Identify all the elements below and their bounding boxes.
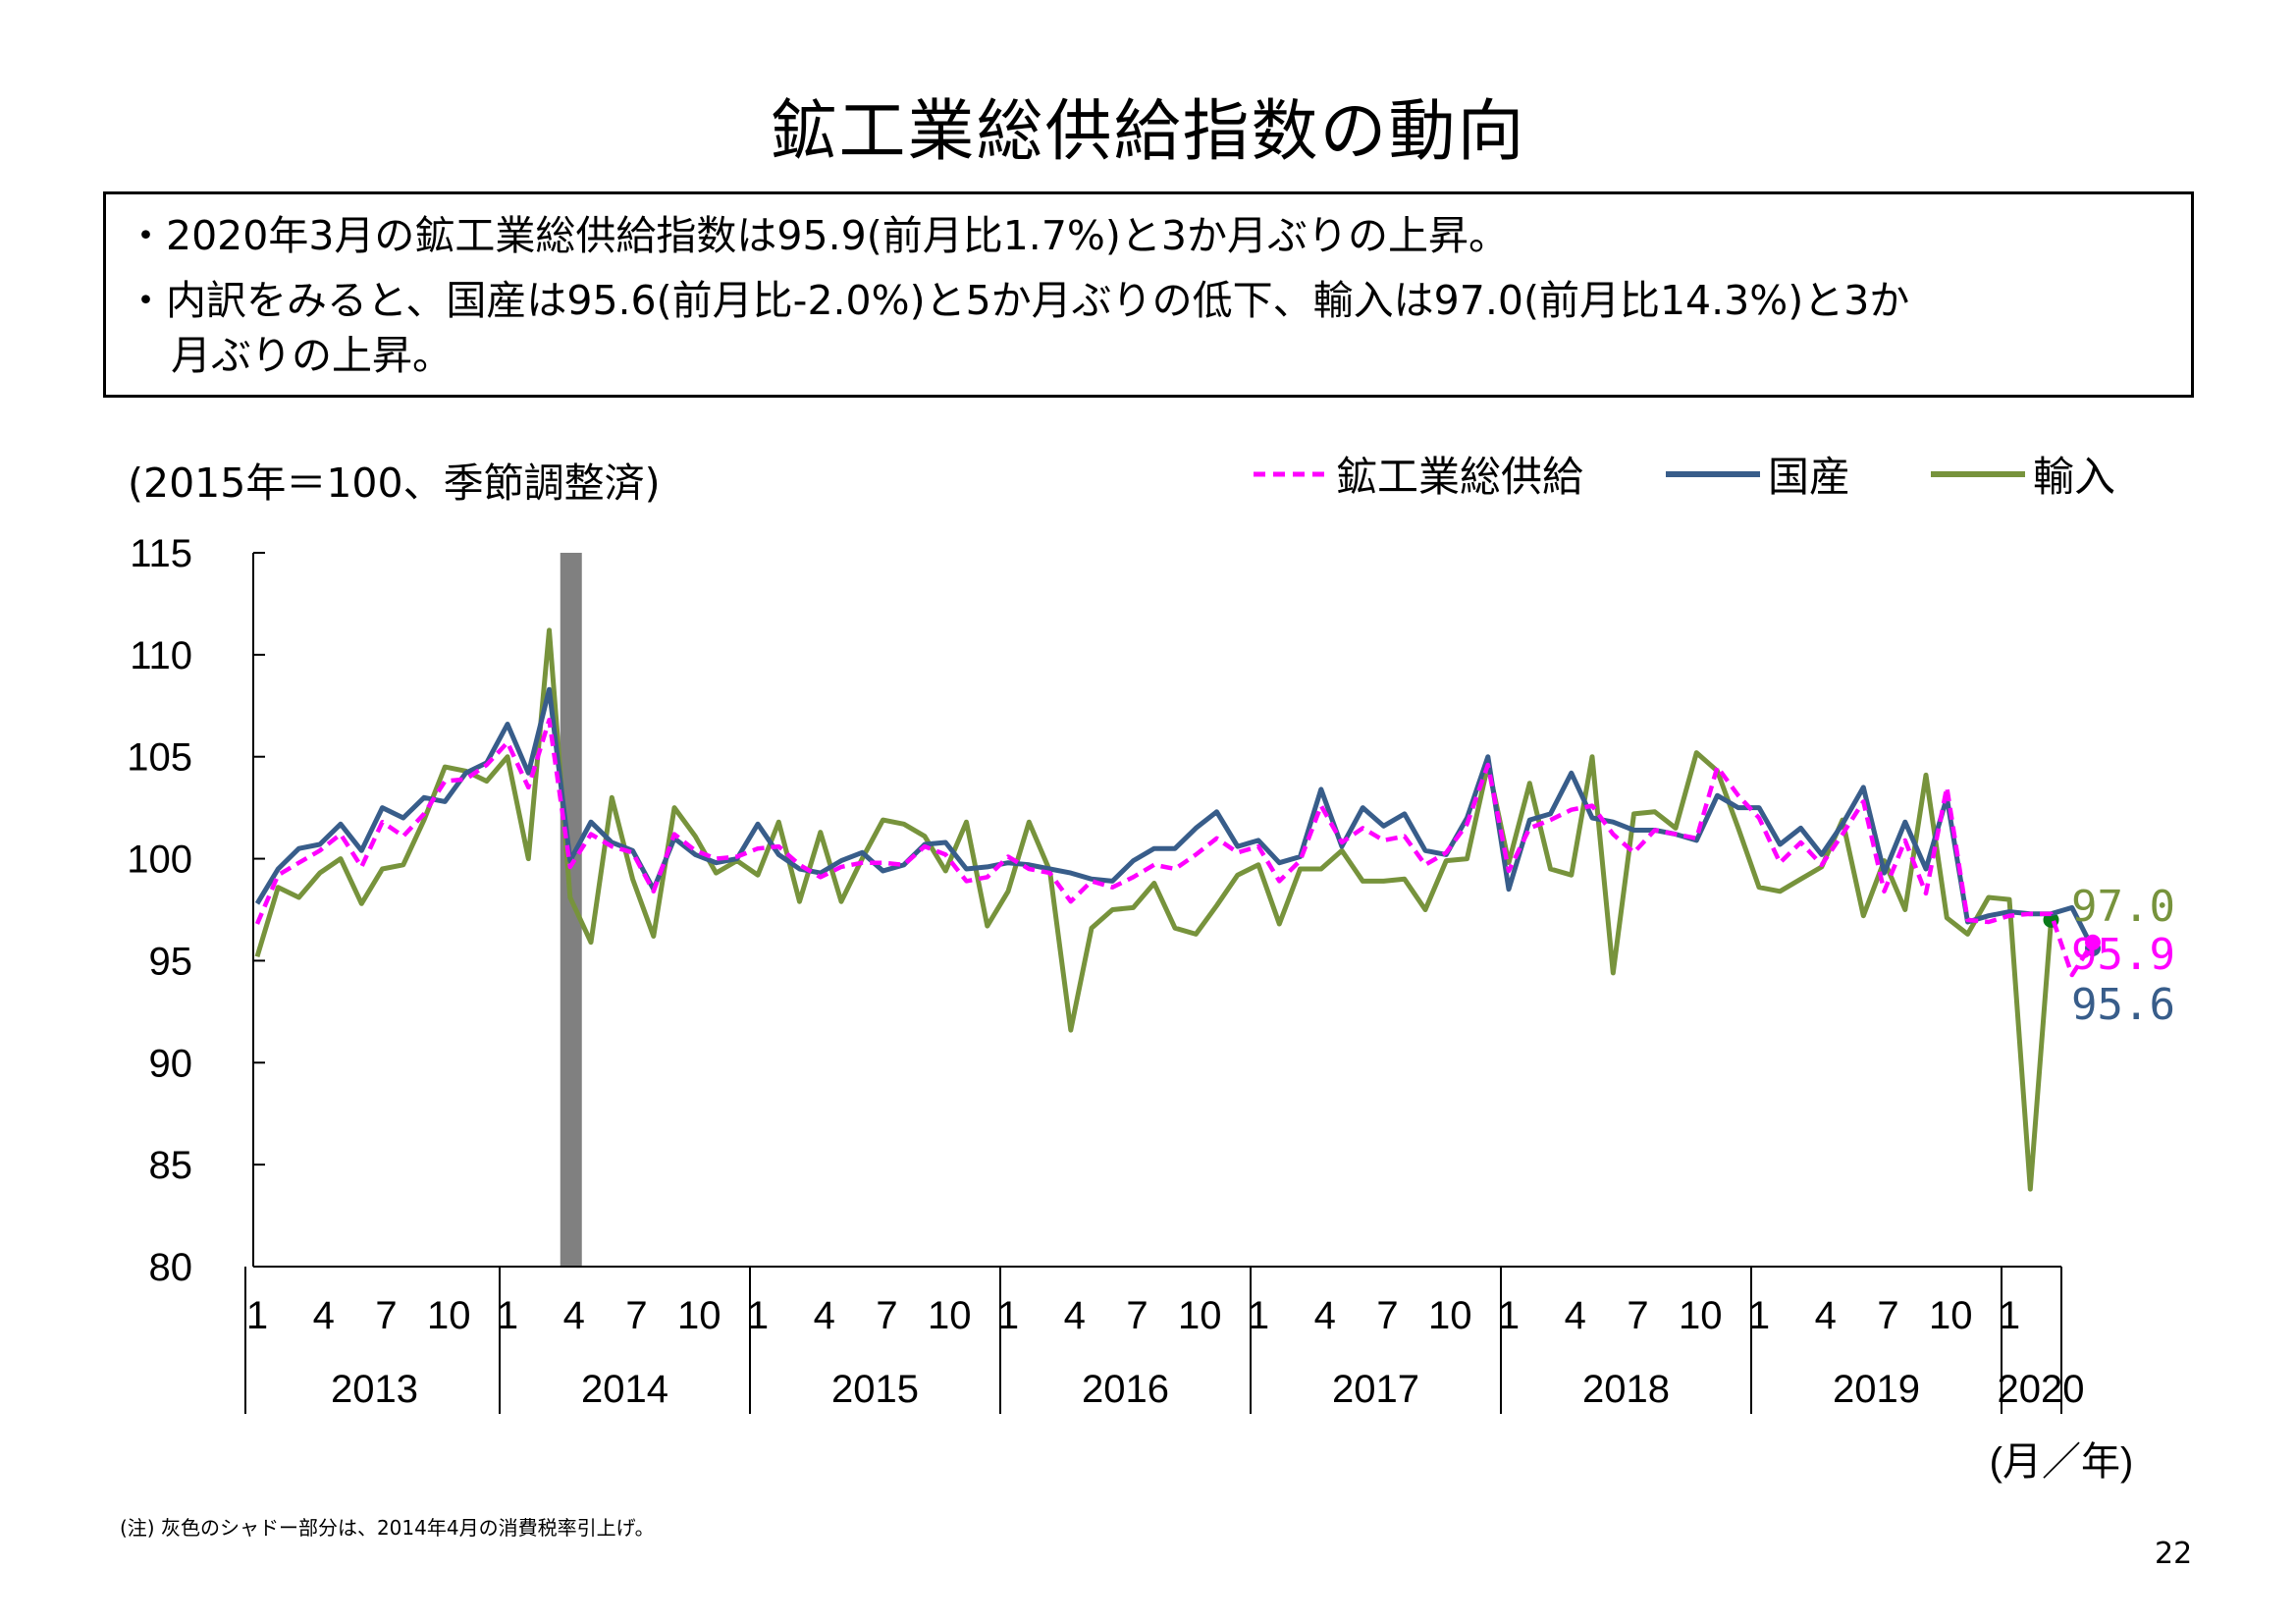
x-axis-unit: (月／年): [1990, 1440, 2134, 1484]
month-label: 10: [427, 1294, 471, 1337]
y-tick-label: 105: [127, 736, 192, 780]
month-label: 10: [1428, 1294, 1472, 1337]
month-label: 10: [1178, 1294, 1222, 1337]
y-tick-label: 80: [149, 1246, 193, 1289]
year-label: 2019: [1833, 1368, 1920, 1411]
legend-swatch-domestic: [1666, 470, 1760, 477]
y-tick-label: 110: [130, 634, 192, 677]
month-label: 4: [814, 1294, 835, 1337]
page-title: 鉱工業総供給指数の動向: [770, 93, 1526, 171]
month-label: 4: [1064, 1294, 1086, 1337]
end-label-domestic: 95.6: [2071, 980, 2175, 1030]
month-label: 7: [1627, 1294, 1648, 1337]
legend-label-imports: 輸入: [2033, 453, 2116, 501]
month-label: 4: [1314, 1294, 1336, 1337]
year-label: 2018: [1582, 1368, 1670, 1411]
month-label: 1: [1999, 1294, 2020, 1337]
month-label: 7: [375, 1294, 397, 1337]
legend-swatch-total: [1254, 471, 1328, 476]
y-tick-label: 90: [149, 1042, 193, 1085]
footnote: (注) 灰色のシャドー部分は、2014年4月の消費税率引上げ。: [120, 1516, 655, 1540]
series-end-point-total: [2085, 934, 2101, 950]
month-label: 7: [1376, 1294, 1398, 1337]
end-label-imports: 97.0: [2071, 882, 2175, 932]
year-label: 2017: [1332, 1368, 1419, 1411]
month-label: 7: [625, 1294, 647, 1337]
series-line-imports: [254, 627, 2054, 1192]
month-label: 7: [1877, 1294, 1898, 1337]
series-line-domestic: [254, 686, 2096, 950]
month-label: 10: [1929, 1294, 1973, 1337]
summary-box: ・2020年3月の鉱工業総供給指数は95.9(前月比1.7%)と3か月ぶりの上昇…: [103, 191, 2194, 398]
page-number: 22: [2155, 1537, 2193, 1571]
summary-bullet-2: ・内訳をみると、国産は95.6(前月比-2.0%)と5か月ぶりの低下、輸入は97…: [126, 273, 2171, 383]
legend-item-total: 鉱工業総供給: [1252, 444, 1583, 504]
month-label: 7: [876, 1294, 897, 1337]
summary-bullet-2-line-1: ・内訳をみると、国産は95.6(前月比-2.0%)と5か月ぶりの低下、輸入は97…: [126, 277, 1910, 324]
legend-swatch-imports: [1931, 470, 2025, 477]
consumption-tax-shade: [560, 553, 582, 1267]
y-tick-label: 85: [149, 1144, 193, 1187]
year-label: 2016: [1082, 1368, 1169, 1411]
month-label: 1: [1248, 1294, 1269, 1337]
month-label: 1: [497, 1294, 518, 1337]
summary-bullet-1: ・2020年3月の鉱工業総供給指数は95.9(前月比1.7%)と3か月ぶりの上昇…: [126, 212, 1509, 259]
end-label-total: 95.9: [2071, 930, 2175, 980]
month-label: 1: [747, 1294, 769, 1337]
month-label: 1: [1498, 1294, 1520, 1337]
month-label: 4: [1815, 1294, 1837, 1337]
month-label: 4: [1565, 1294, 1586, 1337]
legend-label-domestic: 国産: [1768, 453, 1851, 501]
month-label: 10: [677, 1294, 721, 1337]
month-label: 4: [313, 1294, 335, 1337]
month-label: 1: [1748, 1294, 1770, 1337]
y-tick-label: 115: [130, 532, 192, 575]
month-label: 10: [1679, 1294, 1723, 1337]
legend-item-domestic: 国産: [1664, 444, 1850, 504]
month-label: 1: [246, 1294, 268, 1337]
year-label: 2015: [831, 1368, 919, 1411]
legend-item-imports: 輸入: [1929, 444, 2115, 504]
legend-label-total: 鉱工業総供給: [1336, 453, 1584, 501]
year-label: 2020: [1998, 1368, 2085, 1411]
series-line-total: [254, 718, 2095, 978]
month-label: 1: [997, 1294, 1019, 1337]
unit-label: (2015年＝100、季節調整済): [128, 460, 661, 507]
year-label: 2013: [331, 1368, 418, 1411]
summary-bullet-2-line-2: 月ぶりの上昇。: [171, 332, 453, 379]
y-tick-label: 100: [127, 839, 192, 882]
year-label: 2014: [581, 1368, 668, 1411]
month-label: 7: [1126, 1294, 1148, 1337]
month-label: 10: [928, 1294, 972, 1337]
month-label: 4: [563, 1294, 585, 1337]
y-tick-label: 95: [149, 940, 193, 983]
